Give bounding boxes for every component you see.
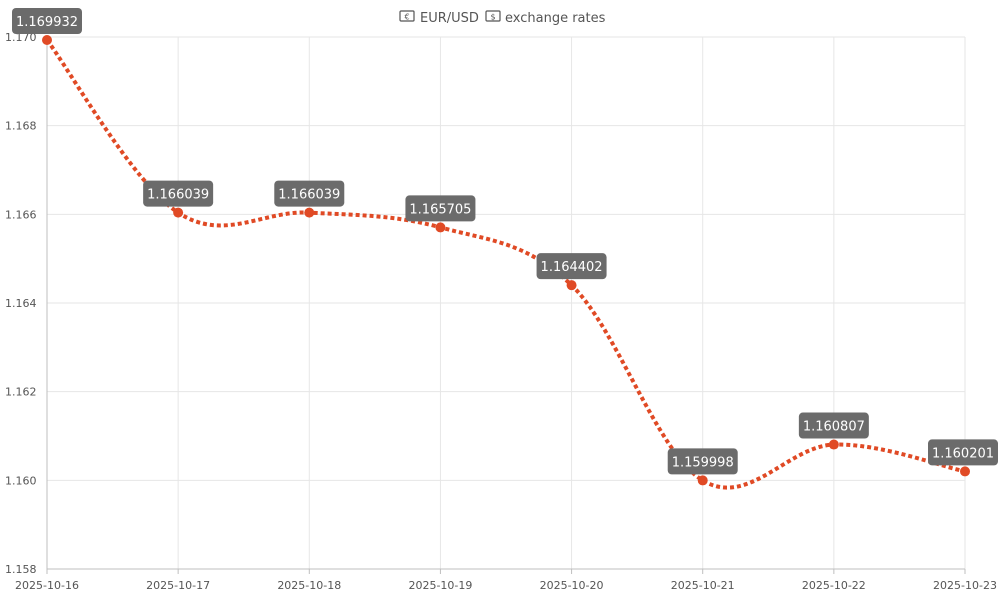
data-point[interactable] bbox=[828, 439, 839, 450]
x-tick-label: 2025-10-16 bbox=[15, 579, 79, 592]
y-tick-label: 1.170 bbox=[5, 31, 37, 44]
y-tick-label: 1.162 bbox=[5, 386, 37, 399]
x-tick-label: 2025-10-17 bbox=[146, 579, 210, 592]
data-label-box bbox=[143, 180, 214, 207]
data-point[interactable] bbox=[173, 207, 184, 218]
svg-text:€: € bbox=[404, 13, 409, 22]
y-tick-label: 1.160 bbox=[5, 474, 37, 487]
x-tick-label: 2025-10-20 bbox=[540, 579, 604, 592]
data-label: 1.166039 bbox=[143, 180, 214, 207]
banknote-dollar-icon: $ bbox=[485, 10, 501, 22]
data-label: 1.165705 bbox=[405, 195, 476, 222]
data-label-text: 1.166039 bbox=[147, 188, 209, 203]
data-label-box bbox=[12, 8, 82, 35]
data-label-text: 1.160201 bbox=[932, 446, 994, 461]
data-label: 1.160201 bbox=[928, 439, 998, 466]
data-label-box bbox=[274, 180, 345, 207]
data-label-box bbox=[928, 439, 998, 466]
svg-text:$: $ bbox=[490, 13, 495, 22]
x-tick-label: 2025-10-19 bbox=[408, 579, 472, 592]
data-point[interactable] bbox=[566, 280, 577, 291]
x-tick-label: 2025-10-21 bbox=[671, 579, 735, 592]
data-label: 1.159998 bbox=[667, 448, 738, 475]
data-label-text: 1.164402 bbox=[541, 260, 603, 275]
data-point[interactable] bbox=[960, 466, 970, 477]
x-tick-label: 2025-10-23 bbox=[933, 579, 997, 592]
data-labels-layer: 1.169932 1.166039 1.166039 1.165705 1.164402… bbox=[12, 8, 998, 475]
data-label: 1.169932 bbox=[12, 8, 82, 35]
data-label-box bbox=[536, 253, 607, 280]
title-currency: EUR/USD bbox=[420, 11, 479, 26]
banknote-euro-icon: € bbox=[399, 10, 415, 22]
data-label: 1.164402 bbox=[536, 253, 607, 280]
data-label: 1.166039 bbox=[274, 180, 345, 207]
y-tick-label: 1.164 bbox=[5, 297, 37, 310]
data-label: 1.160807 bbox=[798, 412, 869, 439]
data-label-text: 1.166039 bbox=[278, 188, 340, 203]
data-point[interactable] bbox=[42, 35, 52, 46]
data-label-box bbox=[798, 412, 869, 439]
data-point[interactable] bbox=[697, 475, 708, 486]
data-label-text: 1.160807 bbox=[803, 420, 865, 435]
chart-title: € EUR/USD $ exchange rates bbox=[399, 10, 606, 26]
y-tick-label: 1.166 bbox=[5, 208, 37, 221]
y-tick-label: 1.168 bbox=[5, 120, 37, 133]
data-point[interactable] bbox=[435, 222, 446, 233]
data-label-text: 1.159998 bbox=[672, 455, 734, 470]
data-label-text: 1.165705 bbox=[409, 202, 471, 217]
title-suffix: exchange rates bbox=[505, 11, 606, 26]
x-tick-label: 2025-10-18 bbox=[277, 579, 341, 592]
y-tick-label: 1.158 bbox=[5, 563, 37, 576]
axis-layer: 1.158 1.160 1.162 1.164 1.166 1.168 1.170 2025-… bbox=[5, 31, 997, 592]
data-label-text: 1.169932 bbox=[16, 15, 78, 30]
x-tick-label: 2025-10-22 bbox=[802, 579, 866, 592]
data-point[interactable] bbox=[304, 207, 315, 218]
data-label-box bbox=[667, 448, 738, 475]
data-label-box bbox=[405, 195, 476, 222]
grid-layer bbox=[46, 36, 966, 570]
points-layer bbox=[42, 35, 970, 486]
